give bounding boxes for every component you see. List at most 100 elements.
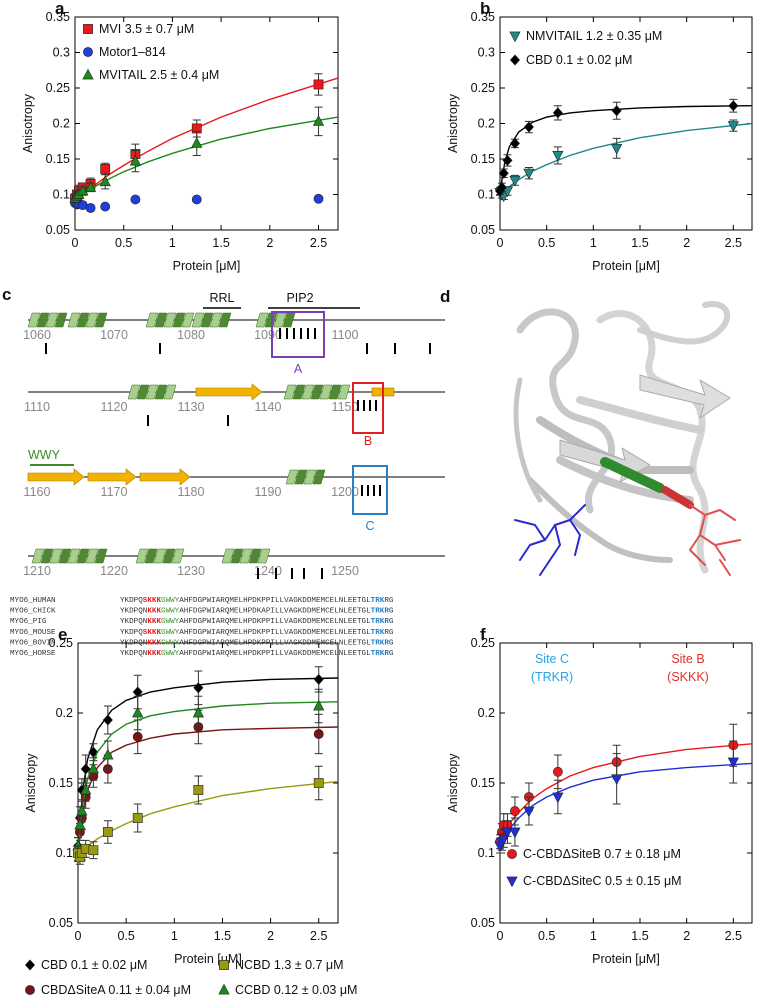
residue-number: 1160	[24, 485, 51, 499]
y-tick-label: 0.1	[53, 188, 70, 202]
marker	[77, 184, 89, 196]
strand	[195, 383, 263, 401]
marker	[523, 806, 535, 818]
sequence-part: TRKR	[371, 650, 390, 658]
marker	[193, 682, 204, 694]
marker	[88, 845, 99, 856]
x-tick-label: 0	[497, 929, 504, 943]
panel-letter: c	[2, 285, 11, 304]
y-tick-label: 0.2	[56, 706, 73, 720]
sequence-part: YKDPQ	[120, 629, 143, 637]
sequence-part: YKDPQN	[120, 639, 147, 647]
motif-label: RRL	[209, 291, 234, 305]
site-label: (SKKK)	[667, 670, 709, 684]
x-tick-label: 1	[169, 236, 176, 250]
y-tick-label: 0.3	[53, 46, 70, 60]
residue-number: 1080	[177, 328, 205, 342]
site-label: C	[365, 519, 374, 533]
y-tick-label: 0.05	[46, 223, 70, 237]
x-tick-label: 1.5	[631, 236, 648, 250]
sequence: YKDPQSKKKGWWYAHFDGPWIARQMELHPDKPPILLVAGK…	[120, 597, 394, 605]
helix	[285, 469, 299, 485]
helix	[40, 548, 54, 564]
helix	[31, 548, 45, 564]
y-tick-label: 0.2	[478, 706, 495, 720]
marker	[523, 121, 534, 133]
sequence-part: G	[389, 618, 394, 626]
sequence-part: AHFDGPWIARQMELHPDKPPILLVAGKDDMEMCELNLEET…	[179, 618, 371, 626]
plot-frame	[74, 16, 339, 231]
y-tick-label: 0.35	[46, 10, 70, 24]
marker	[312, 115, 325, 126]
y-tick-label: 0.25	[46, 81, 70, 95]
marker	[80, 763, 91, 775]
helix	[127, 384, 141, 400]
marker	[132, 813, 143, 823]
sequence: YKDPQNKKKGWWYAHFDGPWIARQMELHPDKPPILLVAGK…	[120, 618, 394, 626]
y-tick-label: 0.15	[46, 152, 70, 166]
sequence-part: KKK	[147, 618, 161, 626]
x-tick-label: 2	[683, 236, 690, 250]
x-tick-label: 0.5	[117, 929, 134, 943]
marker	[193, 785, 204, 795]
sequence-part: TRKR	[371, 639, 390, 647]
legend-label: CBDΔSiteA 0.11 ± 0.04 μM	[41, 983, 191, 997]
helix	[145, 384, 159, 400]
marker	[74, 818, 86, 830]
marker	[132, 706, 144, 718]
helix	[292, 384, 306, 400]
y-tick-label: 0.05	[49, 916, 73, 930]
protein-structure	[513, 301, 741, 576]
legend-label: CBD 0.1 ± 0.02 μM	[41, 958, 147, 972]
helix	[162, 548, 176, 564]
y-tick-label: 0.1	[478, 846, 495, 860]
helix	[76, 548, 90, 564]
x-tick-label: 1	[590, 929, 597, 943]
fit-line	[499, 743, 753, 840]
fit-line	[77, 726, 339, 854]
site-label: Site B	[671, 652, 704, 666]
motif-label: WWY	[28, 448, 61, 462]
marker	[129, 154, 141, 166]
helix	[171, 548, 185, 564]
sequence-part: KKK	[147, 650, 161, 658]
sequence-name: MYO6_MOUSE	[10, 629, 56, 637]
y-tick-label: 0.05	[471, 916, 495, 930]
residue-number: 1110	[24, 400, 50, 414]
residue-number: 1240	[254, 564, 282, 578]
plot-frame	[499, 642, 753, 924]
helix	[76, 312, 90, 328]
site-label: (TRKR)	[531, 670, 573, 684]
sequence-part: AHFDGPWIARQMELHPDKPPILLVAGKDDMEMCELNLEET…	[179, 650, 371, 658]
residue-number: 1090	[254, 328, 282, 342]
legend-label: CCBD 0.12 ± 0.03 μM	[235, 983, 357, 997]
x-tick-label: 2	[683, 929, 690, 943]
y-axis-label: Anisotropy	[446, 93, 460, 153]
x-tick-label: 1.5	[214, 929, 231, 943]
fit-line	[77, 677, 339, 849]
fit-line	[499, 105, 753, 193]
marker	[313, 79, 324, 90]
y-tick-label: 0.25	[471, 636, 495, 650]
marker	[80, 783, 92, 795]
helix	[145, 312, 159, 328]
sequence-part: SKKK	[143, 629, 162, 637]
helix	[49, 548, 63, 564]
helix	[248, 548, 262, 564]
x-tick-label: 1	[171, 929, 178, 943]
marker	[132, 731, 143, 742]
sequence-name: MYO6_CHICK	[10, 608, 56, 616]
sequence: YKDPQSKKKGWWYAHFDGPWIARQMELHPDKPPILLVAGK…	[120, 629, 394, 637]
fit-line	[499, 762, 753, 847]
residue-number: 1170	[101, 485, 128, 499]
helix	[27, 312, 41, 328]
sequence-part: G	[389, 597, 394, 605]
marker	[509, 54, 521, 66]
sequence-name: MYO6_BOVIN	[10, 639, 56, 647]
marker	[99, 175, 111, 187]
sequence-part: G	[389, 608, 394, 616]
site-label: A	[294, 362, 303, 376]
helix	[85, 312, 99, 328]
helix	[163, 384, 177, 400]
residue-number: 1150	[332, 400, 359, 414]
